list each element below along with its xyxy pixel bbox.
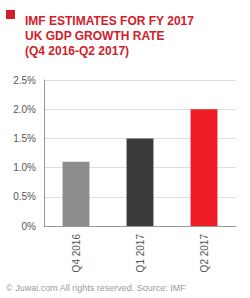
svg-text:© Juwai.com All rights reserve: © Juwai.com All rights reserved. Source:… bbox=[6, 283, 186, 293]
svg-text:UK GDP GROWTH RATE: UK GDP GROWTH RATE bbox=[25, 29, 165, 43]
svg-text:Q4 2016: Q4 2016 bbox=[71, 234, 82, 273]
svg-text:Q1 2017: Q1 2017 bbox=[135, 234, 146, 273]
svg-text:Q2 2017: Q2 2017 bbox=[199, 234, 210, 273]
svg-text:IMF ESTIMATES FOR FY 2017: IMF ESTIMATES FOR FY 2017 bbox=[25, 14, 194, 28]
svg-text:2.0%: 2.0% bbox=[13, 104, 36, 115]
svg-text:1.5%: 1.5% bbox=[13, 133, 36, 144]
svg-text:2.5%: 2.5% bbox=[13, 75, 36, 86]
svg-text:0.5%: 0.5% bbox=[13, 191, 36, 202]
svg-text:(Q4 2016-Q2 2017): (Q4 2016-Q2 2017) bbox=[25, 44, 129, 58]
svg-text:0%: 0% bbox=[22, 221, 37, 232]
svg-text:1.0%: 1.0% bbox=[13, 162, 36, 173]
